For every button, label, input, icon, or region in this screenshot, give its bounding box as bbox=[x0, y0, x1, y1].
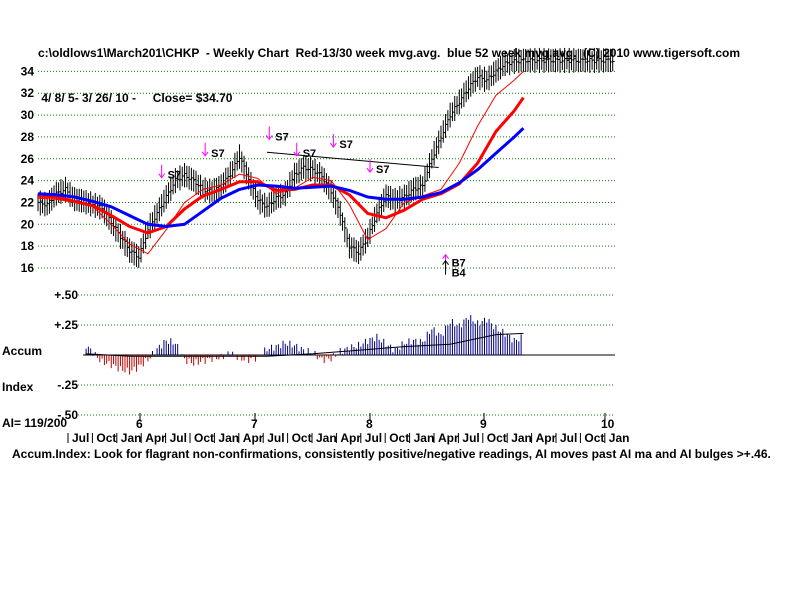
month-label: Apr bbox=[243, 431, 264, 445]
sell-arrow-head bbox=[329, 142, 337, 148]
ai-tick-label: +.25 bbox=[54, 318, 78, 332]
accum-index-label: Accum Index AI= 119/200 bbox=[2, 321, 67, 441]
price-tick-label: 18 bbox=[21, 239, 35, 253]
month-label: Oct bbox=[194, 431, 214, 445]
month-label: Apr bbox=[145, 431, 166, 445]
ma52-line bbox=[37, 127, 525, 228]
sell-signal-label: S7 bbox=[275, 131, 288, 143]
ai-grid bbox=[78, 294, 615, 416]
price-tick-label: 20 bbox=[21, 217, 35, 231]
sell-signal-label: S7 bbox=[339, 139, 352, 151]
ai-bars bbox=[85, 315, 522, 375]
sell-arrow-head bbox=[293, 151, 301, 157]
month-label: Apr bbox=[536, 431, 557, 445]
moving-averages bbox=[37, 71, 525, 255]
month-label: Jul bbox=[462, 431, 479, 445]
ai-tick-label: +.50 bbox=[54, 288, 78, 302]
month-label: Jul bbox=[267, 431, 284, 445]
ai-tick-label: -.25 bbox=[57, 378, 78, 392]
month-label: Oct bbox=[487, 431, 507, 445]
accum-label-ai-value: AI= 119/200 bbox=[2, 416, 68, 430]
month-label: Oct bbox=[292, 431, 312, 445]
price-tick-label: 16 bbox=[21, 261, 35, 275]
month-label: Jan bbox=[121, 431, 142, 445]
accum-label-line1: Accum bbox=[2, 344, 43, 358]
ai-ma-line bbox=[85, 332, 524, 357]
month-label: Jul bbox=[365, 431, 382, 445]
ai-y-axis: +.50 +.25 -.25 -.50 bbox=[54, 288, 78, 422]
month-label: Apr bbox=[340, 431, 361, 445]
year-label: 9 bbox=[480, 417, 487, 431]
sell-arrow-head bbox=[158, 173, 166, 179]
month-label: Oct bbox=[584, 431, 604, 445]
ai-tick-label: -.50 bbox=[57, 408, 78, 422]
chart-header: c:\oldlows1\March201\CHKP - Weekly Chart… bbox=[38, 16, 740, 121]
buy-signal-label: B4 bbox=[452, 268, 467, 280]
month-label: Jul bbox=[170, 431, 187, 445]
month-label: Oct bbox=[96, 431, 116, 445]
year-label: 7 bbox=[251, 417, 258, 431]
year-label: 8 bbox=[366, 417, 373, 431]
sell-signal-label: S7 bbox=[168, 170, 181, 182]
header-dates-close: 4/ 8/ 5- 3/ 26/ 10 - Close= $34.70 bbox=[38, 91, 233, 105]
month-label: Oct bbox=[389, 431, 409, 445]
price-tick-label: 30 bbox=[21, 108, 35, 122]
trendline-segment bbox=[266, 151, 439, 169]
month-label: Jan bbox=[609, 431, 630, 445]
accum-label-line2: Index bbox=[2, 380, 34, 394]
sell-signal-label: S7 bbox=[211, 148, 224, 160]
buy-signal-label: B7 bbox=[452, 258, 466, 270]
year-label: 6 bbox=[136, 417, 143, 431]
price-tick-label: 26 bbox=[21, 152, 35, 166]
buy-arrow-head bbox=[442, 253, 449, 260]
year-label: 10 bbox=[601, 417, 615, 431]
price-bars bbox=[37, 47, 615, 268]
month-label: Jan bbox=[511, 431, 532, 445]
month-label: Jan bbox=[316, 431, 337, 445]
sell-signal-label: S7 bbox=[303, 148, 316, 160]
month-label: Jan bbox=[414, 431, 435, 445]
accum-index-footer-note: Accum.Index: Look for flagrant non-confi… bbox=[12, 447, 771, 461]
month-label: Jul bbox=[560, 431, 577, 445]
sell-signal-label: S7 bbox=[376, 164, 389, 176]
price-tick-label: 32 bbox=[21, 86, 35, 100]
month-label: Jan bbox=[218, 431, 239, 445]
resistance-trendline bbox=[266, 151, 439, 169]
price-tick-label: 24 bbox=[21, 174, 35, 188]
month-label: Jul bbox=[72, 431, 89, 445]
buy-arrow-head-2 bbox=[442, 259, 449, 266]
sell-arrow-head bbox=[201, 151, 209, 157]
price-tick-label: 34 bbox=[21, 64, 35, 78]
month-label: Apr bbox=[438, 431, 459, 445]
sell-arrow-head bbox=[265, 135, 273, 141]
price-y-axis: 34 32 30 28 26 24 22 20 18 16 bbox=[21, 64, 35, 275]
price-grid bbox=[38, 70, 615, 269]
price-tick-label: 22 bbox=[21, 195, 35, 209]
ai-ma-polyline bbox=[85, 332, 524, 357]
price-tick-label: 28 bbox=[21, 130, 35, 144]
sell-arrow-head bbox=[366, 167, 374, 173]
